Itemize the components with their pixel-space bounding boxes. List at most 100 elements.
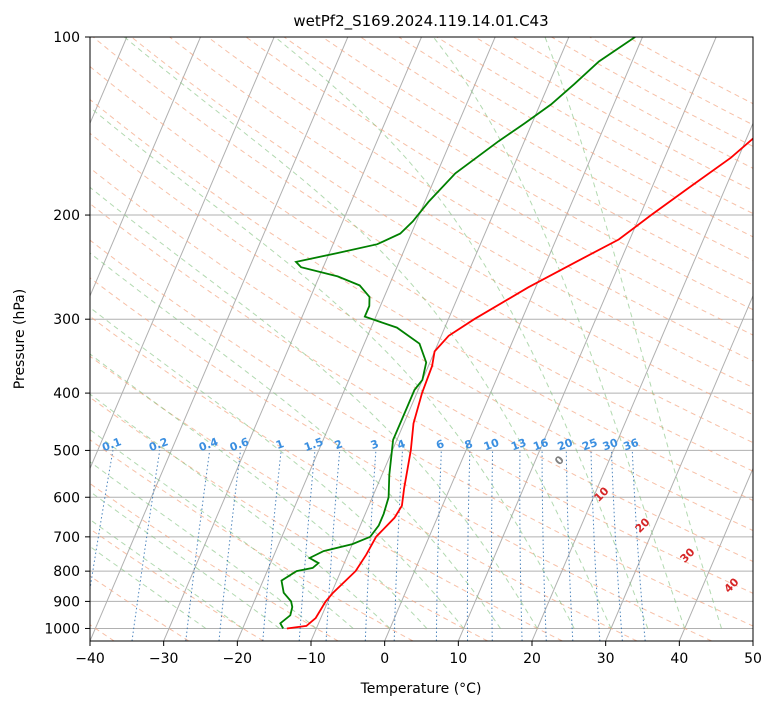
x-tick-label: 50 [744, 651, 762, 667]
moist-adiabat [90, 307, 465, 629]
mixing-ratio-line [131, 450, 161, 641]
y-tick-label: 300 [53, 312, 80, 328]
moist-adiabat-label: 10 [592, 484, 612, 504]
dry-adiabat [90, 315, 638, 641]
moist-adiabat-label: 20 [633, 515, 653, 535]
x-tick-label: 20 [523, 651, 541, 667]
y-axis-label: Pressure (hPa) [12, 289, 28, 389]
moist-adiabat [90, 461, 317, 629]
dry-adiabat [92, 37, 753, 444]
mixing-ratio-line [519, 450, 523, 641]
dry-adiabat-label: -10 [13, 423, 36, 446]
x-tick-label: 40 [670, 651, 688, 667]
mixing-ratio-label: 1.5 [302, 435, 325, 454]
mixing-ratio-label: 25 [580, 436, 599, 453]
y-tick-label: 400 [53, 386, 80, 402]
isotherm-gridline [90, 37, 349, 641]
mixing-ratio-label: 36 [622, 436, 641, 454]
moist-adiabat [90, 490, 280, 629]
isotherm-gridline [678, 467, 753, 641]
mixing-ratio-line [611, 450, 623, 641]
dewpoint-profile [279, 37, 636, 629]
moist-adiabat-label: 40 [722, 575, 742, 595]
y-tick-label: 700 [53, 530, 80, 546]
mixing-ratio-line [435, 450, 442, 641]
mixing-ratio-line [218, 450, 241, 641]
mixing-ratio-line [298, 450, 316, 641]
dry-adiabat [169, 37, 753, 389]
dry-adiabat [436, 37, 753, 215]
y-tick-label: 200 [53, 208, 80, 224]
dry-adiabat [90, 132, 753, 532]
mixing-ratio-line [490, 450, 494, 641]
dry-adiabat [207, 37, 753, 362]
mixing-ratio-line [185, 450, 211, 641]
isotherm-gridline [163, 37, 422, 641]
mixing-ratio-label: 0.6 [228, 435, 251, 454]
isotherm-gridline [236, 37, 496, 641]
y-tick-label: 800 [53, 564, 80, 580]
mixing-ratio-label: 4 [395, 437, 407, 452]
isotherm-gridline [90, 37, 201, 298]
mixing-ratio-label: 0.1 [100, 435, 123, 454]
mixing-ratio-line [590, 450, 601, 641]
y-tick-label: 1000 [44, 621, 80, 637]
dry-adiabat [90, 482, 339, 641]
isotherm-gridline [752, 639, 753, 641]
x-tick-label: −10 [296, 651, 326, 667]
y-tick-label: 900 [53, 594, 80, 610]
y-tick-label: 100 [53, 30, 80, 46]
mixing-ratio-label: 0.4 [197, 435, 220, 454]
x-axis-label: Temperature (°C) [360, 681, 482, 697]
dry-adiabat [322, 37, 753, 286]
mixing-ratio-label: 2 [333, 437, 345, 452]
isotherm-gridline [90, 37, 275, 470]
mixing-ratio-label: 1 [274, 437, 286, 452]
dry-adiabat [90, 239, 753, 627]
x-tick-label: 10 [449, 651, 467, 667]
moist-adiabat [90, 545, 207, 629]
dry-adiabat [360, 37, 753, 262]
x-tick-label: −30 [149, 651, 179, 667]
dry-adiabat [90, 277, 712, 641]
dry-adiabat [474, 37, 753, 192]
dry-adiabat [90, 98, 753, 501]
mixing-ratio-label: 16 [531, 436, 550, 454]
moist-adiabat [90, 186, 538, 629]
mixing-ratio-label: 30 [601, 436, 620, 454]
x-tick-label: −40 [75, 651, 105, 667]
x-tick-label: 30 [597, 651, 615, 667]
mixing-ratio-line [466, 450, 471, 641]
moist-adiabat [123, 37, 612, 629]
mixing-ratio-label: 13 [509, 436, 528, 453]
dry-adiabat [283, 37, 753, 311]
chart-title: wetPf2_S169.2024.119.14.01.C43 [293, 12, 548, 31]
mixing-ratio-line [90, 450, 114, 593]
isotherm-gridline [605, 294, 753, 641]
moist-adiabat-label: 30 [678, 545, 698, 565]
temperature-profile [286, 137, 753, 630]
isotherm-gridline [384, 37, 643, 641]
dry-adiabat [131, 37, 753, 416]
mixing-ratio-label: 10 [482, 436, 501, 454]
mixing-ratio-label: 8 [463, 437, 475, 452]
dry-adiabat [90, 396, 488, 641]
dry-adiabat [551, 37, 753, 147]
mixing-ratio-label: 20 [556, 436, 575, 454]
mixing-ratio-label: 6 [434, 437, 446, 452]
moist-adiabat-label: 0 [552, 453, 567, 468]
mixing-ratio-label: 0.2 [147, 435, 170, 454]
dry-adiabat [90, 439, 414, 641]
y-tick-label: 600 [53, 490, 80, 506]
plot-frame [89, 36, 754, 642]
moist-adiabat [90, 106, 575, 629]
y-tick-label: 500 [53, 443, 80, 459]
mixing-ratio-line [565, 450, 574, 641]
dry-adiabat [90, 575, 190, 641]
x-tick-label: 0 [380, 651, 389, 667]
moist-adiabat [432, 37, 686, 629]
x-tick-label: −20 [223, 651, 253, 667]
moist-adiabat [274, 37, 649, 629]
moist-adiabat [544, 37, 722, 629]
